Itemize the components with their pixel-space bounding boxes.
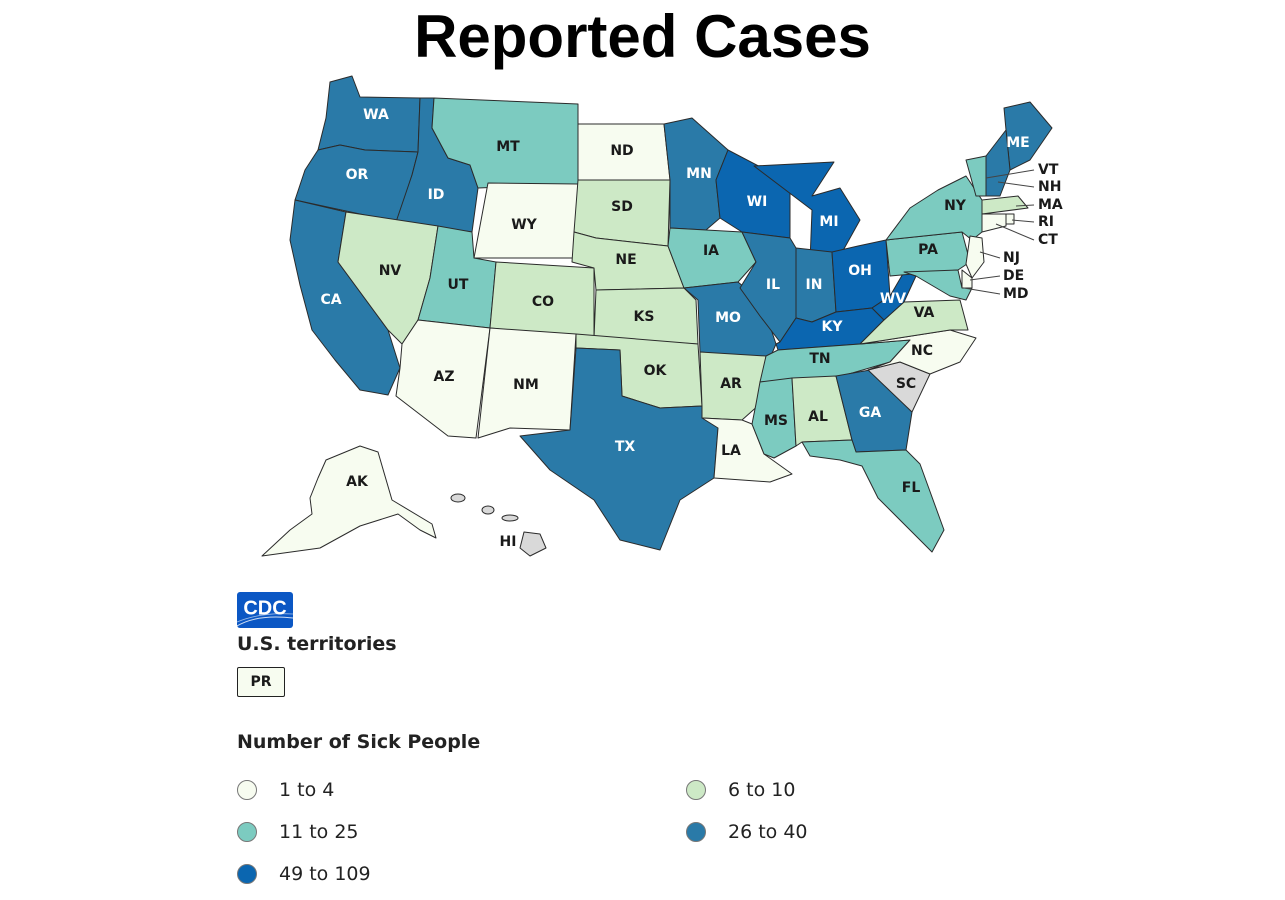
- state-la[interactable]: [701, 417, 793, 483]
- state-label-id: ID: [428, 187, 445, 203]
- state-label-fl: FL: [902, 480, 921, 496]
- state-label-wy: WY: [511, 217, 537, 233]
- state-nj[interactable]: [965, 235, 985, 279]
- legend-item-49-to-109: 49 to 109: [237, 862, 371, 886]
- state-label-co: CO: [532, 294, 554, 310]
- cdc-logo: CDC: [237, 592, 293, 628]
- state-label-mt: MT: [496, 139, 520, 155]
- state-fl[interactable]: [801, 439, 945, 553]
- legend-item-26-to-40: 26 to 40: [686, 820, 808, 844]
- state-label-al: AL: [808, 409, 828, 425]
- state-nc[interactable]: [859, 329, 977, 375]
- state-label-la: LA: [721, 443, 741, 459]
- state-ny[interactable]: [885, 175, 983, 241]
- legend-swatch: [237, 864, 257, 884]
- map-title: Reported Cases: [414, 3, 871, 70]
- state-hi[interactable]: [519, 531, 547, 557]
- territory-pr[interactable]: PR: [237, 667, 285, 697]
- state-label-tn: TN: [809, 351, 830, 367]
- state-label-il: IL: [766, 277, 780, 293]
- state-label-ok: OK: [644, 363, 668, 379]
- state-ks[interactable]: [593, 287, 699, 345]
- legend-item-6-to-10: 6 to 10: [686, 778, 795, 802]
- legend-swatch: [237, 822, 257, 842]
- state-label-ia: IA: [703, 243, 719, 259]
- state-label-ny: NY: [944, 198, 967, 214]
- legend-swatch: [686, 780, 706, 800]
- state-md[interactable]: [903, 269, 973, 301]
- state-label-ne: NE: [615, 252, 636, 268]
- state-label-ga: GA: [859, 405, 881, 421]
- legend-title: Number of Sick People: [237, 731, 481, 753]
- state-label-ca: CA: [320, 292, 341, 308]
- state-mt[interactable]: [431, 97, 579, 189]
- state-label-sd: SD: [611, 199, 633, 215]
- state-label-oh: OH: [848, 263, 872, 279]
- state-label-mo: MO: [715, 310, 741, 326]
- state-label-ct: CT: [1038, 232, 1058, 248]
- state-label-wi: WI: [747, 194, 768, 210]
- legend-item-11-to-25: 11 to 25: [237, 820, 359, 844]
- state-ia[interactable]: [667, 227, 757, 289]
- state-label-md: MD: [1003, 286, 1029, 302]
- state-ak[interactable]: [261, 445, 437, 557]
- state-label-wv: WV: [880, 291, 906, 307]
- state-label-pa: PA: [918, 242, 938, 258]
- hawaii-islands: [450, 493, 519, 522]
- state-label-nj: NJ: [1003, 250, 1020, 266]
- state-ri[interactable]: [1005, 213, 1015, 225]
- small-state-leader-lines: [963, 169, 1035, 295]
- state-label-ut: UT: [448, 277, 469, 293]
- state-label-or: OR: [346, 167, 369, 183]
- state-tx[interactable]: [519, 347, 719, 551]
- state-label-nm: NM: [513, 377, 539, 393]
- state-label-ri: RI: [1038, 214, 1054, 230]
- legend-label: 6 to 10: [728, 779, 796, 801]
- state-label-me: ME: [1006, 135, 1030, 151]
- state-label-hi: HI: [500, 534, 517, 550]
- state-label-ks: KS: [634, 309, 655, 325]
- state-label-nc: NC: [911, 343, 933, 359]
- state-label-ak: AK: [346, 474, 369, 490]
- legend-swatch: [686, 822, 706, 842]
- state-nm[interactable]: [477, 327, 577, 439]
- legend-label: 1 to 4: [279, 779, 335, 801]
- state-ma[interactable]: [981, 195, 1029, 215]
- state-label-nh: NH: [1038, 179, 1061, 195]
- state-label-tx: TX: [615, 439, 636, 455]
- state-label-sc: SC: [896, 376, 916, 392]
- state-label-vt: VT: [1038, 162, 1059, 178]
- territories-title: U.S. territories: [237, 633, 397, 655]
- legend-label: 26 to 40: [728, 821, 808, 843]
- state-label-ms: MS: [764, 413, 788, 429]
- legend-swatch: [237, 780, 257, 800]
- state-label-ky: KY: [822, 319, 844, 335]
- state-label-nd: ND: [610, 143, 633, 159]
- state-label-mn: MN: [686, 166, 712, 182]
- legend-item-1-to-4: 1 to 4: [237, 778, 334, 802]
- svg-text:CDC: CDC: [243, 597, 286, 619]
- state-ct[interactable]: [981, 213, 1007, 233]
- legend-label: 11 to 25: [279, 821, 359, 843]
- state-label-ar: AR: [720, 376, 742, 392]
- us-map: WA OR CA ID NV UT AZ MT WY CO NM ND SD N…: [261, 75, 1063, 557]
- legend-label: 49 to 109: [279, 863, 371, 885]
- state-mi[interactable]: [753, 161, 861, 263]
- state-label-ma: MA: [1038, 197, 1063, 213]
- state-wi[interactable]: [715, 149, 791, 239]
- state-label-de: DE: [1003, 268, 1024, 284]
- state-label-in: IN: [806, 277, 823, 293]
- state-label-az: AZ: [434, 369, 455, 385]
- state-label-wa: WA: [363, 107, 389, 123]
- state-label-mi: MI: [819, 214, 838, 230]
- state-label-va: VA: [914, 305, 935, 321]
- state-label-nv: NV: [379, 263, 402, 279]
